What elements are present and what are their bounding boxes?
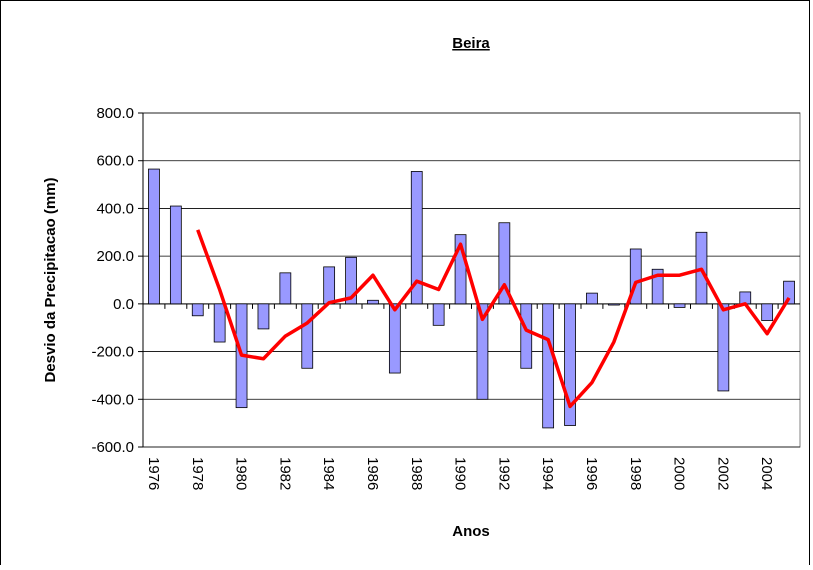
y-tick-label: -400.0 — [91, 391, 134, 408]
bar — [191, 303, 204, 317]
bar — [301, 303, 314, 369]
bar — [783, 280, 795, 305]
x-tick-label: 1992 — [495, 457, 512, 490]
bar — [148, 168, 160, 305]
line — [196, 229, 791, 409]
x-tick-label: 1998 — [627, 457, 644, 490]
bar — [388, 303, 401, 374]
x-tick-label: 1976 — [145, 457, 162, 490]
bar — [607, 303, 620, 306]
bar — [520, 303, 533, 369]
bar — [367, 299, 379, 305]
bar — [739, 291, 752, 305]
bar — [410, 171, 423, 305]
y-tick-label: 800.0 — [96, 105, 134, 122]
y-tick-label: -200.0 — [91, 344, 134, 361]
x-axis-label: Anos — [452, 523, 490, 540]
bar — [213, 303, 226, 343]
bar — [542, 303, 555, 429]
bar — [629, 248, 642, 305]
bar — [717, 303, 730, 392]
bar — [761, 303, 774, 321]
x-tick-label: 2000 — [671, 457, 688, 490]
x-tick-label: 1996 — [583, 457, 600, 490]
bar — [498, 222, 511, 305]
x-tick-label: 1984 — [320, 457, 337, 490]
y-tick-label: 200.0 — [96, 248, 134, 265]
x-tick-label: 1980 — [233, 457, 250, 490]
bar — [323, 266, 336, 305]
y-axis-label: Desvio da Precipitacao (mm) — [42, 177, 59, 382]
bar — [169, 205, 182, 305]
bar — [454, 234, 467, 305]
x-tick-label: 1990 — [452, 457, 469, 490]
bar — [257, 303, 270, 330]
y-tick-label: 400.0 — [96, 200, 134, 217]
bar — [586, 292, 598, 305]
x-tick-label: 2004 — [758, 457, 775, 490]
x-tick-label: 1988 — [408, 457, 425, 490]
bar — [651, 268, 664, 305]
bar — [476, 303, 489, 400]
y-tick-label: -600.0 — [91, 439, 134, 456]
x-tick-label: 2002 — [714, 457, 731, 490]
bar — [279, 272, 292, 305]
y-tick-label: 600.0 — [96, 153, 134, 170]
bar — [673, 303, 686, 308]
bar — [432, 303, 445, 326]
bar — [564, 303, 576, 426]
x-tick-label: 1986 — [364, 457, 381, 490]
x-tick-label: 1978 — [189, 457, 206, 490]
y-tick-label: 0.0 — [113, 296, 134, 313]
x-tick-label: 1994 — [539, 457, 556, 490]
x-tick-label: 1982 — [276, 457, 293, 490]
chart-title: Beira — [452, 35, 490, 52]
bar — [345, 256, 357, 305]
